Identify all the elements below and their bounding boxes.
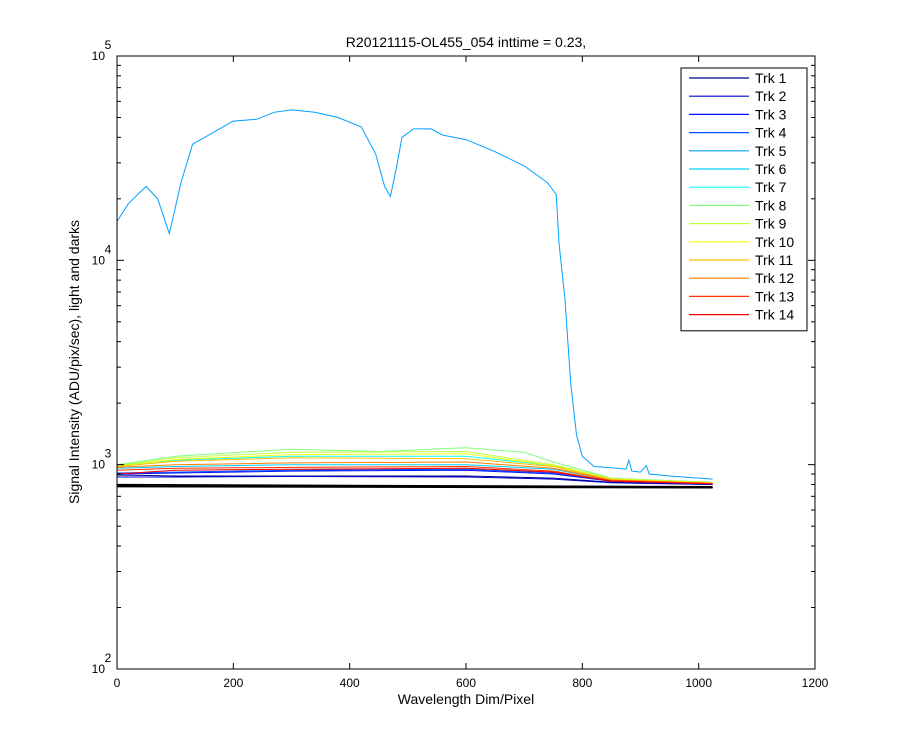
y-tick-label-1000: 10: [92, 458, 106, 472]
legend-label-trk-7: Trk 7: [755, 179, 787, 195]
x-tick-label-1200: 1200: [802, 676, 829, 690]
legend-label-trk-2: Trk 2: [755, 88, 787, 104]
y-tick-label-100000: 10: [92, 49, 106, 63]
legend-label-trk-6: Trk 6: [755, 161, 787, 177]
y-tick-exponent-100000: 5: [105, 38, 112, 52]
y-tick-label-100: 10: [92, 662, 106, 676]
legend-label-trk-5: Trk 5: [755, 143, 787, 159]
chart-title: R20121115-OL455_054 inttime = 0.23,: [346, 34, 586, 50]
legend-label-trk-8: Trk 8: [755, 197, 787, 213]
legend-label-trk-13: Trk 13: [755, 288, 794, 304]
series-line-trk-12: [116, 461, 713, 484]
legend-box: [680, 67, 808, 332]
y-axis-label: Signal Intensity (ADU/pix/sec), light an…: [66, 220, 82, 504]
legend-label-trk-10: Trk 10: [755, 234, 794, 250]
legend-label-trk-12: Trk 12: [755, 270, 794, 286]
dark-series-group: [116, 483, 713, 489]
legend-label-trk-11: Trk 11: [755, 252, 793, 268]
series-group: [116, 109, 713, 485]
legend-label-trk-14: Trk 14: [755, 307, 794, 323]
legend-label-trk-9: Trk 9: [755, 216, 787, 232]
x-tick-label-1000: 1000: [685, 676, 712, 690]
legend: Trk 1 Trk 2 Trk 3 Trk 4 Trk 5 Trk 6 Trk 7 Trk 8…: [680, 67, 808, 332]
dark-line-1: [116, 483, 713, 488]
y-tick-exponent-1000: 3: [105, 447, 112, 461]
y-tick-exponent-10000: 4: [105, 242, 112, 256]
series-line-trk-2: [117, 475, 713, 485]
y-tick-exponent-100: 2: [105, 651, 112, 665]
x-tick-label-400: 400: [340, 676, 360, 690]
dark-line-4: [116, 486, 713, 489]
series-line-trk-5: [116, 109, 713, 480]
x-tick-label-600: 600: [456, 676, 476, 690]
legend-label-trk-3: Trk 3: [755, 106, 787, 122]
x-tick-label-0: 0: [114, 676, 121, 690]
series-line-trk-14: [116, 467, 713, 485]
legend-label-trk-4: Trk 4: [755, 125, 787, 141]
x-tick-label-800: 800: [572, 676, 592, 690]
y-tick-label-10000: 10: [92, 253, 106, 267]
legend-label-trk-1: Trk 1: [755, 70, 787, 86]
series-line-trk-8: [116, 447, 713, 483]
x-axis-label: Wavelength Dim/Pixel: [398, 691, 534, 707]
x-tick-label-200: 200: [223, 676, 243, 690]
